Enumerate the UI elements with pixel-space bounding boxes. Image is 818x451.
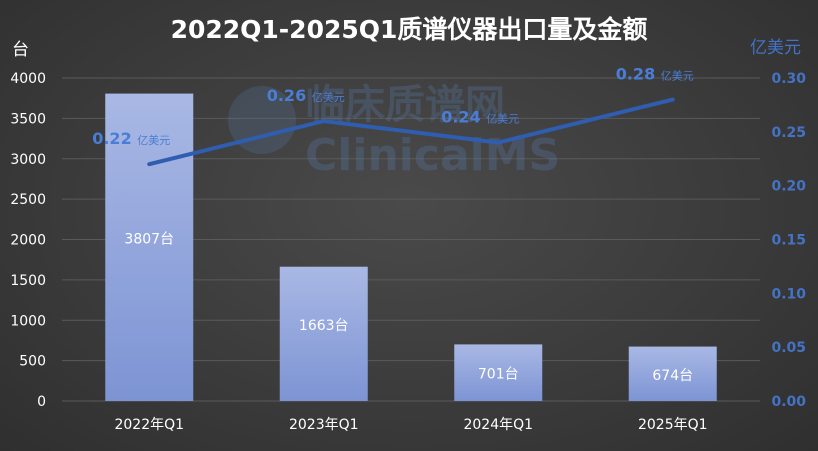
right-tick-label: 0.05 — [771, 340, 806, 356]
x-tick-label: 2022年Q1 — [114, 417, 184, 433]
line-point — [147, 162, 151, 166]
left-tick-label: 3500 — [10, 111, 46, 127]
left-tick-label: 2000 — [10, 233, 46, 249]
bar-value-label: 1663台 — [299, 318, 349, 334]
bar — [454, 344, 543, 401]
line-value-label: 0.28 亿美元 — [616, 65, 694, 84]
left-tick-label: 500 — [19, 354, 46, 370]
watermark-logo-icon — [228, 86, 296, 154]
left-tick-label: 1500 — [10, 273, 46, 289]
watermark-text-cn: 临床质谱网 — [305, 82, 505, 128]
bar-labels: 3807台 1663台 701台 674台 — [124, 231, 693, 383]
right-tick-label: 0.10 — [771, 286, 806, 302]
left-axis-ticks: 0 500 1000 1500 2000 2500 3000 3500 4000 — [10, 71, 46, 410]
bar — [279, 266, 368, 401]
right-tick-label: 0.15 — [771, 233, 806, 249]
line-value-label: 0.22 亿美元 — [92, 129, 170, 148]
bar — [105, 93, 194, 401]
line-point — [496, 141, 500, 145]
right-tick-label: 0.20 — [771, 179, 806, 195]
line-series — [147, 97, 675, 167]
x-tick-label: 2025年Q1 — [638, 417, 708, 433]
chart-title: 2022Q1-2025Q1质谱仪器出口量及金额 — [171, 15, 648, 44]
right-axis-ticks: 0.00 0.05 0.10 0.15 0.20 0.25 0.30 — [771, 71, 806, 410]
line-point — [322, 119, 326, 123]
line-path — [147, 97, 675, 167]
x-tick-label: 2024年Q1 — [463, 417, 533, 433]
watermark: 临床质谱网 ClinicalMS — [228, 82, 560, 181]
bar-value-label: 701台 — [478, 367, 519, 383]
bar — [628, 346, 717, 401]
bars — [105, 93, 717, 401]
bar-value-label: 3807台 — [124, 231, 174, 247]
line-value-label: 0.24 亿美元 — [441, 108, 519, 127]
line-labels: 0.22 亿美元 0.26 亿美元 0.24 亿美元 0.28 亿美元 — [92, 65, 694, 149]
right-axis-unit: 亿美元 — [750, 38, 801, 58]
line-point — [671, 98, 675, 102]
left-tick-label: 3000 — [10, 152, 46, 168]
left-axis-unit: 台 — [12, 40, 29, 60]
left-tick-label: 4000 — [10, 71, 46, 87]
line-value-label: 0.26 亿美元 — [267, 86, 345, 105]
x-axis-ticks: 2022年Q1 2023年Q1 2024年Q1 2025年Q1 — [114, 417, 707, 433]
right-tick-label: 0.00 — [771, 394, 806, 410]
bar-value-label: 674台 — [652, 368, 693, 384]
x-tick-label: 2023年Q1 — [289, 417, 359, 433]
right-tick-label: 0.30 — [771, 71, 806, 87]
left-tick-label: 1000 — [10, 313, 46, 329]
right-tick-label: 0.25 — [771, 125, 806, 141]
left-tick-label: 2500 — [10, 192, 46, 208]
left-tick-label: 0 — [37, 394, 46, 410]
